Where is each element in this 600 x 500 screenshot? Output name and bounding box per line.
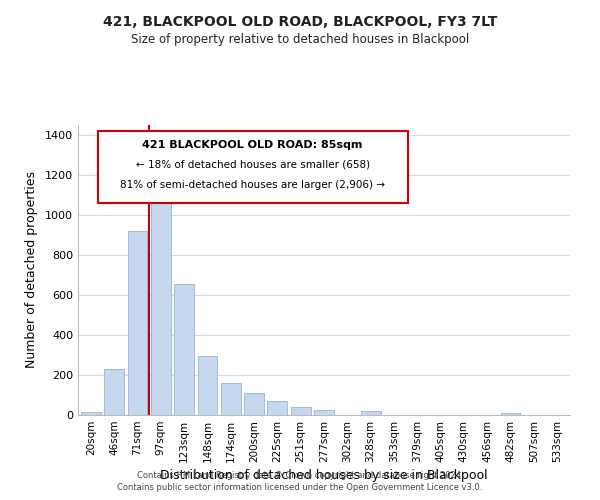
Bar bbox=[128, 231, 148, 415]
Y-axis label: Number of detached properties: Number of detached properties bbox=[25, 172, 38, 368]
Bar bbox=[151, 199, 170, 415]
Text: 421, BLACKPOOL OLD ROAD, BLACKPOOL, FY3 7LT: 421, BLACKPOOL OLD ROAD, BLACKPOOL, FY3 … bbox=[103, 15, 497, 29]
Text: Contains HM Land Registry data © Crown copyright and database right 2024.: Contains HM Land Registry data © Crown c… bbox=[137, 471, 463, 480]
Text: ← 18% of detached houses are smaller (658): ← 18% of detached houses are smaller (65… bbox=[136, 160, 370, 170]
Bar bbox=[244, 393, 264, 415]
Bar bbox=[221, 383, 241, 415]
Bar bbox=[81, 412, 101, 415]
FancyBboxPatch shape bbox=[98, 131, 407, 204]
Bar bbox=[104, 369, 124, 415]
X-axis label: Distribution of detached houses by size in Blackpool: Distribution of detached houses by size … bbox=[160, 469, 488, 482]
Bar bbox=[314, 410, 334, 415]
Bar bbox=[291, 406, 311, 415]
Text: Contains public sector information licensed under the Open Government Licence v3: Contains public sector information licen… bbox=[118, 484, 482, 492]
Bar bbox=[174, 284, 194, 415]
Text: Size of property relative to detached houses in Blackpool: Size of property relative to detached ho… bbox=[131, 32, 469, 46]
Bar bbox=[500, 412, 520, 415]
Bar bbox=[361, 412, 380, 415]
Text: 421 BLACKPOOL OLD ROAD: 85sqm: 421 BLACKPOOL OLD ROAD: 85sqm bbox=[142, 140, 363, 149]
Text: 81% of semi-detached houses are larger (2,906) →: 81% of semi-detached houses are larger (… bbox=[120, 180, 385, 190]
Bar bbox=[268, 400, 287, 415]
Bar bbox=[197, 356, 217, 415]
